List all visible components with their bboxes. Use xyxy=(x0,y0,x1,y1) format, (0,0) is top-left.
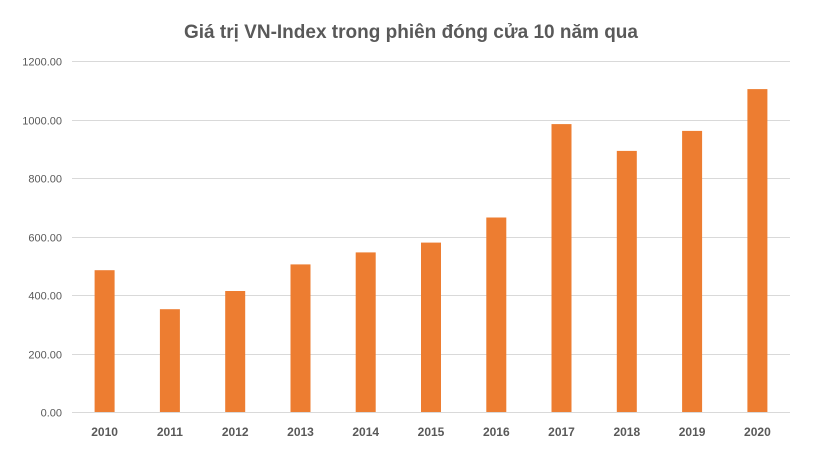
x-tick-label: 2016 xyxy=(483,425,510,439)
bar-2012 xyxy=(225,291,246,412)
x-tick-label: 2010 xyxy=(91,425,118,439)
bars xyxy=(94,89,768,412)
x-tick-label: 2013 xyxy=(287,425,314,439)
chart-title: Giá trị VN-Index trong phiên đóng cửa 10… xyxy=(184,22,638,43)
x-tick-label: 2018 xyxy=(613,425,640,439)
bar-2014 xyxy=(355,252,376,412)
x-tick-label: 2017 xyxy=(548,425,575,439)
x-tick-label: 2012 xyxy=(222,425,249,439)
bar-2016 xyxy=(486,217,507,412)
bar-2015 xyxy=(421,242,441,412)
bar-2019 xyxy=(682,130,703,412)
x-axis-ticks: 2010 2011 2012 2013 2014 2015 2016 2017 2018 2019… xyxy=(91,425,771,439)
bar-2018 xyxy=(616,150,637,412)
x-tick-label: 2011 xyxy=(157,425,183,439)
bar-2017 xyxy=(551,124,572,412)
y-tick-label: 600.00 xyxy=(28,233,62,245)
y-tick-label: 800.00 xyxy=(28,174,62,186)
x-tick-label: 2020 xyxy=(744,425,771,439)
bar-2010 xyxy=(94,270,115,412)
y-tick-label: 200.00 xyxy=(28,350,62,362)
y-axis-ticks: 0.00 200.00 400.00 600.00 800.00 1000.00 1200.… xyxy=(22,57,62,420)
x-tick-label: 2015 xyxy=(418,425,445,439)
y-tick-label: 1000.00 xyxy=(22,116,62,128)
x-tick-label: 2019 xyxy=(679,425,706,439)
y-tick-label: 1200.00 xyxy=(22,57,62,69)
bar-2013 xyxy=(290,264,311,412)
x-tick-label: 2014 xyxy=(352,425,379,439)
y-tick-label: 0.00 xyxy=(41,408,62,420)
bar-2020 xyxy=(747,89,768,412)
bar-2011 xyxy=(159,309,180,412)
y-tick-label: 400.00 xyxy=(28,291,62,303)
